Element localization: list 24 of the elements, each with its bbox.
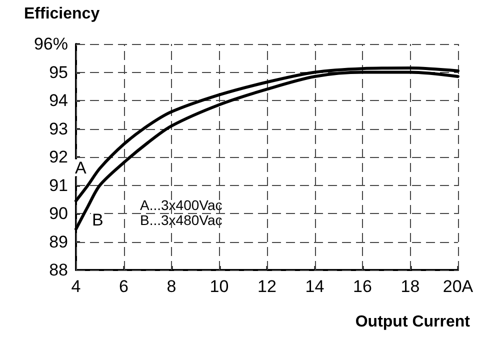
x-tick-label: 10 — [210, 277, 229, 296]
y-tick-label: 89 — [49, 232, 68, 252]
x-tick-label: 8 — [166, 277, 176, 296]
x-axis-title: Output Current — [355, 314, 471, 330]
y-tick-label: 90 — [49, 204, 68, 223]
y-tick-label: 94 — [49, 91, 68, 110]
series-label: B — [92, 210, 104, 230]
y-tick-label: 88 — [49, 260, 68, 280]
series-label: A — [74, 158, 87, 178]
annotation: A...3x400Vac — [140, 197, 222, 213]
y-tick-label: 92 — [49, 148, 68, 166]
y-tick-label: 91 — [49, 176, 68, 195]
x-tick-label: 18 — [400, 277, 420, 296]
x-tick-label: 14 — [305, 277, 324, 296]
x-tick-label: 6 — [119, 277, 128, 296]
y-tick-label: 93 — [49, 119, 68, 138]
x-tick-label: 4 — [71, 277, 81, 296]
y-axis-title: Efficiency — [24, 6, 100, 22]
y-tick-label: 96% — [34, 34, 68, 54]
x-tick-label: 12 — [258, 277, 276, 296]
y-tick-label: 95 — [49, 62, 68, 82]
x-tick-label: 20A — [442, 277, 474, 296]
x-tick-label: 16 — [353, 277, 372, 296]
annotation: B...3x480Vac — [140, 212, 222, 228]
